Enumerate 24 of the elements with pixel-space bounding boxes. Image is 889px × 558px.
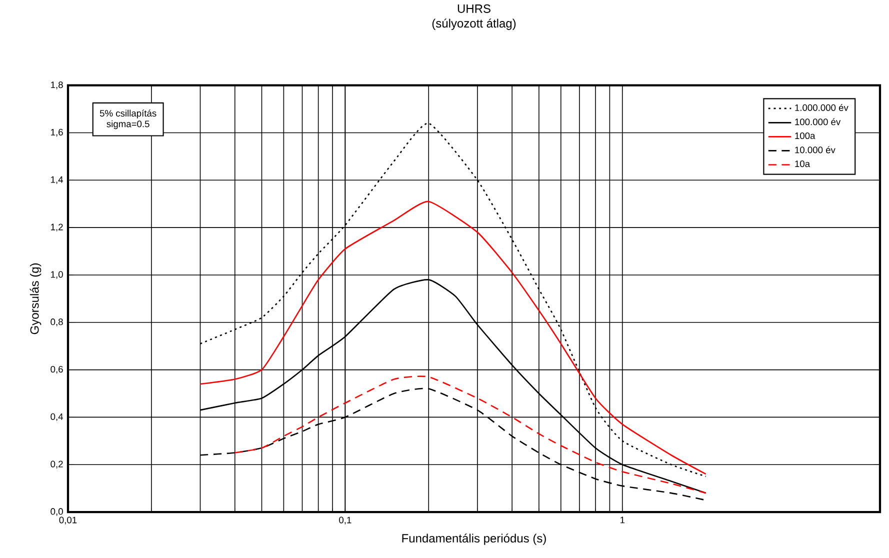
y-axis-title: Gyorsulás (g): [30, 263, 42, 334]
x-tick-label: 0,1: [339, 516, 352, 524]
y-tick-label: 0,6: [50, 366, 63, 374]
y-tick-label: 1,6: [51, 128, 63, 137]
y-tick-label: 0,4: [50, 413, 64, 422]
y-tick-label: 1,2: [51, 224, 63, 232]
y-tick-label: 1,4: [51, 176, 64, 184]
legend-label: 1.000.000 év: [795, 104, 848, 111]
y-tick-label: 0,8: [50, 318, 63, 326]
x-tick-label: 1: [620, 516, 625, 524]
x-tick-label: 0,01: [59, 516, 77, 524]
chart-title: UHRS: [458, 4, 490, 13]
chart-subtitle: (súlyozott átlag): [432, 18, 516, 30]
annotation: 5% csillapítás: [100, 110, 156, 118]
legend-label: 10.000 év: [795, 146, 836, 154]
legend-label: 100.000 év: [795, 118, 841, 126]
y-tick-label: 0,2: [50, 460, 63, 468]
x-axis-title: Fundamentális periódus (s): [402, 534, 546, 545]
legend-label: 10a: [795, 160, 810, 168]
y-tick-label: 0,0: [50, 508, 63, 516]
y-tick-label: 1,0: [51, 271, 63, 279]
y-tick-label: 1,8: [51, 82, 63, 90]
legend-label: 100a: [795, 132, 816, 140]
annotation: sigma=0.5: [106, 120, 150, 130]
